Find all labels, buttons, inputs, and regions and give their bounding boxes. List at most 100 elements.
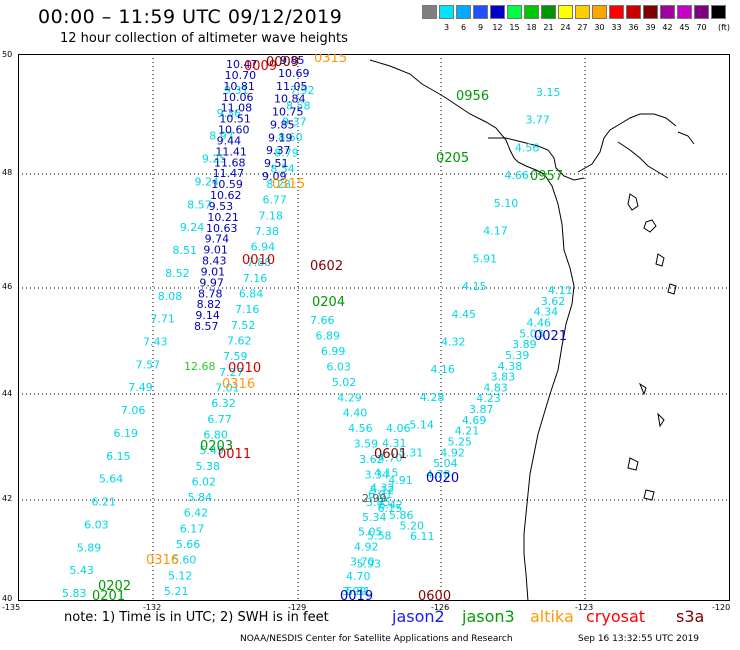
color-swatch: [422, 5, 437, 19]
wave-height-value: 3.83: [491, 371, 516, 384]
wave-height-value: 12.68: [184, 360, 216, 373]
lon-label-135: -135: [2, 603, 21, 612]
color-scale-label: 27: [577, 23, 588, 32]
color-swatch: [507, 5, 522, 19]
wave-height-value: 4.46: [526, 316, 551, 329]
wave-height-value: 4.06: [386, 422, 411, 435]
wave-height-value: 5.04: [433, 457, 458, 470]
wave-height-value: 9.36: [217, 107, 242, 120]
pass-time-label: 0201: [92, 589, 125, 601]
observation-layer: 5.83 5.43 5.89 6.03 6.21 5.64 6.15 6.19 7.06 7.49…: [62, 54, 573, 600]
lon-label-126: -126: [431, 603, 450, 612]
wave-height-value: 8.08: [158, 290, 183, 303]
wave-height-value: 7.38: [255, 225, 280, 238]
wave-height-value: 9.97: [199, 276, 224, 289]
wave-height-value: 6.32: [211, 397, 236, 410]
wave-height-value: 6.84: [239, 288, 264, 301]
color-swatch: [558, 5, 573, 19]
legend-cryosat: cryosat: [586, 607, 646, 626]
color-scale-label: 15: [509, 23, 520, 32]
color-scale-label: 9: [477, 23, 484, 32]
wave-height-value: 8.97: [209, 130, 234, 143]
color-swatch: [694, 5, 709, 19]
wave-height-value: 8.58: [286, 100, 311, 113]
wave-height-value: 9.25: [202, 153, 227, 166]
wave-height-value: 10.60: [218, 124, 250, 137]
wave-height-value: 9.44: [217, 134, 242, 147]
legend-s3a: s3a: [676, 607, 705, 626]
wave-height-value: 5.25: [448, 436, 473, 449]
wave-height-value: 9.19: [268, 131, 293, 144]
color-scale-label: 6: [460, 23, 467, 32]
pass-time-label: 0316: [222, 377, 255, 392]
wave-height-value: 11.41: [215, 145, 247, 158]
wave-height-value: 10.75: [272, 106, 304, 119]
wave-height-value: 11.68: [214, 156, 246, 169]
wave-height-value: 4.31: [382, 437, 407, 450]
lat-label-48: 48: [2, 168, 13, 177]
wave-height-value: 5.86: [389, 509, 414, 522]
wave-height-value: 9.01: [201, 265, 226, 278]
wave-height-value: 8.82: [197, 298, 222, 311]
color-swatch: [456, 5, 471, 19]
color-swatch: [677, 5, 692, 19]
wave-height-value: 5.21: [164, 585, 189, 598]
wave-height-value: 6.42: [184, 507, 209, 520]
wave-height-value: 4.23: [476, 392, 501, 405]
wave-height-value: 4.69: [462, 414, 487, 427]
pass-time-label: 0316: [146, 553, 179, 568]
wave-height-value: 7.06: [121, 404, 146, 417]
wave-height-value: 8.28: [266, 178, 291, 191]
wave-height-value: 7.18: [259, 209, 284, 222]
wave-height-value: 4.16: [430, 363, 455, 376]
wave-height-value: 10.81: [223, 80, 255, 93]
wave-height-value: 6.15: [106, 450, 131, 463]
wave-height-value: 8.52: [165, 267, 190, 280]
color-swatch: [575, 5, 590, 19]
pass-time-label: 0600: [418, 589, 451, 601]
wave-height-value: 5.12: [370, 484, 395, 497]
wave-height-value: 7.16: [243, 272, 268, 285]
wave-height-value: 9.37: [266, 144, 291, 157]
wave-height-value: 10.70: [225, 69, 257, 82]
wave-height-value: 6.89: [315, 329, 340, 342]
wave-height-value: 9.14: [195, 309, 220, 322]
wave-height-value: 5.14: [409, 419, 434, 432]
wave-height-value: 6.11: [410, 530, 435, 543]
wave-height-value: 4.29: [337, 391, 362, 404]
wave-height-value: 6.94: [251, 241, 276, 254]
map-frame: [18, 54, 730, 601]
wave-height-value: 5.64: [99, 473, 124, 486]
pass-time-label: 0957: [530, 169, 563, 184]
pass-time-label: 0956: [456, 89, 489, 104]
lat-label-44: 44: [2, 389, 13, 398]
wave-height-value: 5.91: [473, 252, 498, 265]
wave-height-value: 7.59: [223, 350, 248, 363]
wave-height-value: 8.57: [187, 198, 212, 211]
wave-height-value: 7.62: [227, 335, 252, 348]
wave-height-value: 4.15: [462, 280, 487, 293]
wave-height-value: 6.99: [321, 345, 346, 358]
wave-height-value: 9.74: [205, 233, 230, 246]
wave-height-value: 3.15: [536, 86, 561, 99]
wave-height-value: 5.93: [357, 557, 382, 570]
wave-height-value: 4.11: [548, 284, 573, 297]
pass-time-label: 0010: [228, 361, 261, 376]
pass-time-label: 0021: [534, 329, 567, 344]
wave-height-value: 8.60: [278, 131, 303, 144]
color-scale-label: 42: [662, 23, 673, 32]
wave-height-value: 5.38: [196, 460, 221, 473]
pass-time-label: 0009: [244, 59, 277, 74]
wave-height-value: 5.60: [172, 554, 197, 567]
wave-height-value: 5.89: [77, 541, 102, 554]
wave-height-value: 7.43: [143, 336, 168, 349]
wave-height-value: 7.49: [128, 381, 153, 394]
lon-label-132: -132: [143, 603, 162, 612]
lon-label-129: -129: [288, 603, 307, 612]
wave-height-value: 4.32: [370, 481, 395, 494]
map-title: 00:00 – 11:59 UTC 09/12/2019: [38, 6, 343, 28]
wave-height-value: 5.31: [346, 585, 371, 598]
wave-height-value: 6.77: [207, 413, 232, 426]
lat-label-40: 40: [2, 594, 13, 603]
wave-height-value: 6.77: [262, 194, 287, 207]
